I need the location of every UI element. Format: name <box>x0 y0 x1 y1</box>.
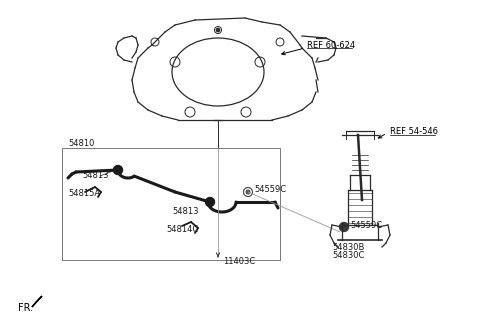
Text: 54813: 54813 <box>172 208 199 216</box>
Bar <box>62 148 280 260</box>
Text: 54830B: 54830B <box>332 242 364 252</box>
Text: REF 60-624: REF 60-624 <box>307 40 355 50</box>
Circle shape <box>339 222 348 232</box>
Circle shape <box>113 166 122 174</box>
Text: REF 54-546: REF 54-546 <box>390 128 438 136</box>
Text: 11403C: 11403C <box>223 256 255 265</box>
Text: 54814C: 54814C <box>166 226 198 235</box>
Circle shape <box>205 197 215 207</box>
Polygon shape <box>32 296 42 307</box>
Text: 54559C: 54559C <box>350 220 382 230</box>
Text: 54815A: 54815A <box>68 190 100 198</box>
Circle shape <box>246 190 250 194</box>
Circle shape <box>216 28 220 32</box>
Text: 54813: 54813 <box>82 172 108 180</box>
Text: 54559C: 54559C <box>254 184 286 194</box>
Text: FR.: FR. <box>18 303 33 313</box>
Text: 54830C: 54830C <box>332 252 364 260</box>
Text: 54810: 54810 <box>68 139 95 149</box>
